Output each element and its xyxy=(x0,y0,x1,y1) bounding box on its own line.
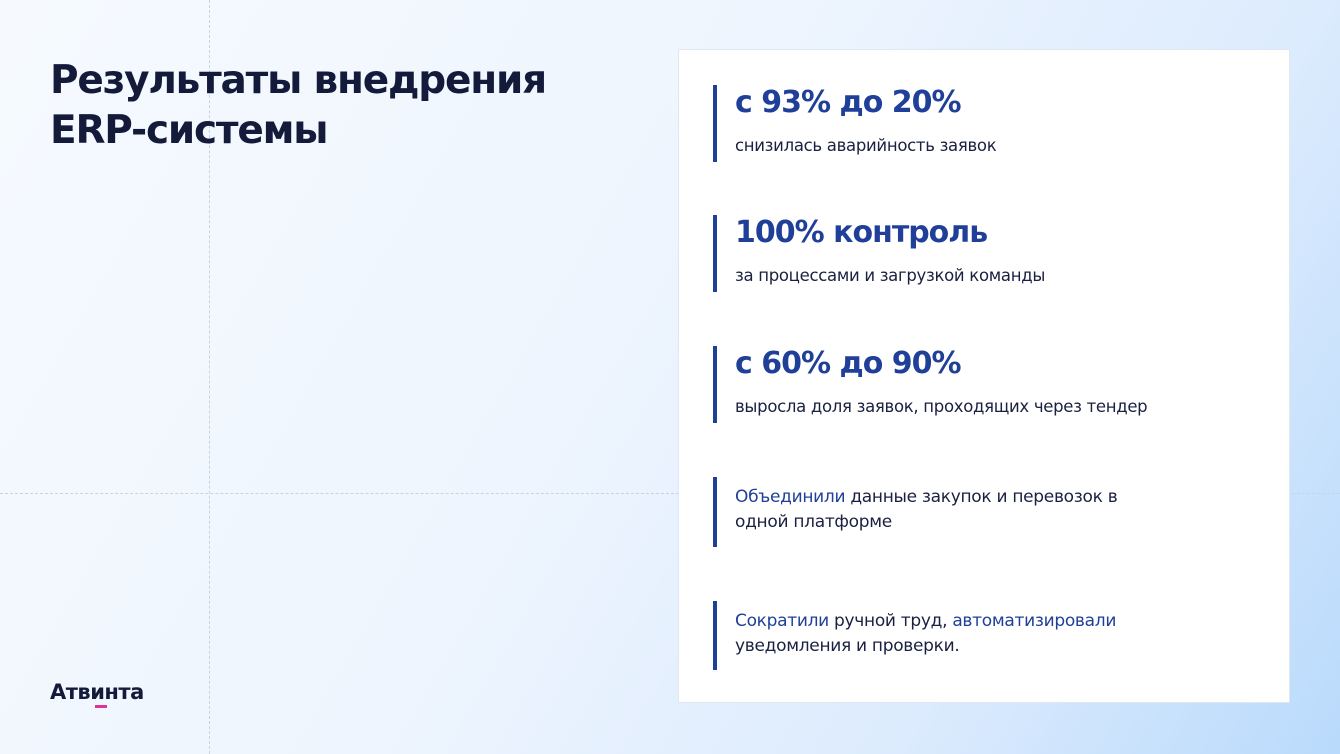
result-caption: снизилась аварийность заявок xyxy=(735,136,997,155)
note-item: Сократили ручной труд, автоматизировали … xyxy=(713,601,1153,670)
result-headline: с 60% до 90% xyxy=(735,346,962,381)
result-caption: выросла доля заявок, проходящих через те… xyxy=(735,397,1148,416)
result-headline: с 93% до 20% xyxy=(735,85,962,120)
note-highlight: Сократили xyxy=(735,611,829,631)
note-text: уведомления и проверки. xyxy=(735,636,960,656)
guide-line-vertical xyxy=(209,0,210,754)
result-item: с 93% до 20% снизилась аварийность заяво… xyxy=(713,85,997,162)
logo: Атвинта xyxy=(50,680,144,708)
note-highlight: автоматизировали xyxy=(952,611,1117,631)
page-title: Результаты внедрения ERP-системы xyxy=(50,58,547,153)
note-text: ручной труд, xyxy=(828,611,953,631)
result-item: 100% контроль за процессами и загрузкой … xyxy=(713,215,1045,292)
results-card: с 93% до 20% снизилась аварийность заяво… xyxy=(678,49,1290,703)
note-highlight: Объединили xyxy=(735,487,846,507)
note-item: Объединили данные закупок и перевозок в … xyxy=(713,477,1133,547)
guide-line-horizontal xyxy=(0,493,1340,494)
result-item: с 60% до 90% выросла доля заявок, проход… xyxy=(713,346,1148,423)
result-caption: за процессами и загрузкой команды xyxy=(735,266,1046,285)
result-headline: 100% контроль xyxy=(735,215,988,250)
note-text: данные закупок и перевозок в одной платф… xyxy=(735,487,1118,532)
